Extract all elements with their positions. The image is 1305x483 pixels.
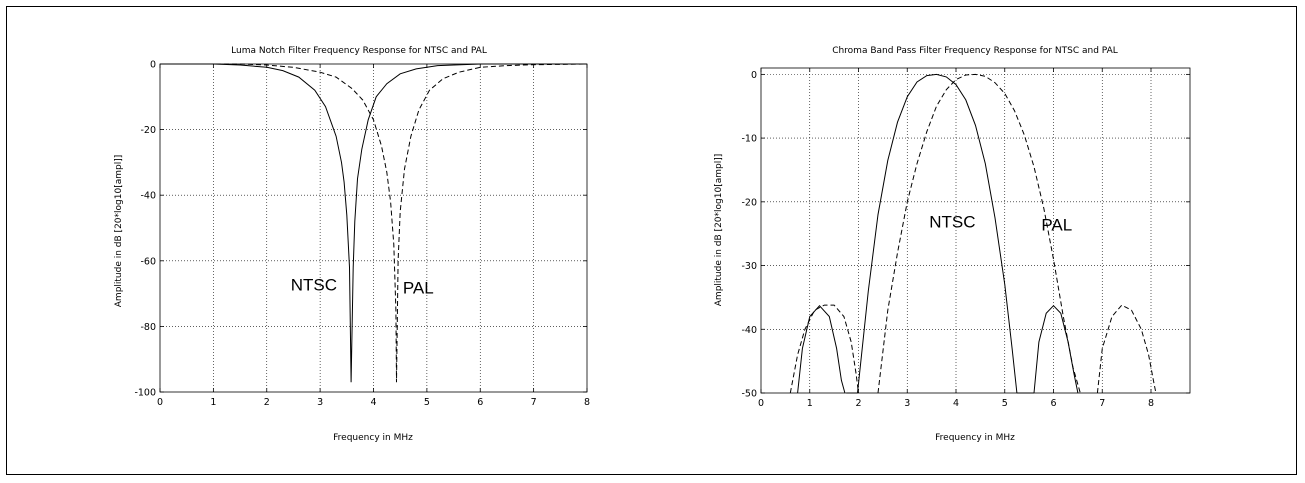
annotation-pal: PAL — [403, 279, 434, 298]
x-tick-label: 4 — [953, 398, 959, 409]
y-tick-label: -10 — [741, 134, 757, 145]
x-tick-label: 2 — [855, 398, 861, 409]
x-tick-label: 0 — [758, 398, 764, 409]
x-tick-label: 6 — [477, 397, 483, 408]
series-line-pal — [1096, 304, 1157, 394]
series-line-ntsc — [1033, 304, 1079, 394]
x-tick-label: 7 — [1099, 398, 1105, 409]
x-tick-label: 5 — [424, 397, 430, 408]
series-line-pal — [789, 304, 859, 394]
series-line-pal — [160, 63, 588, 383]
series-line-ntsc — [160, 63, 587, 383]
x-tick-label: 5 — [1002, 398, 1008, 409]
luma-notch-chart: Luma Notch Filter Frequency Response for… — [114, 46, 590, 443]
y-tick-label: -80 — [140, 322, 156, 333]
series-line-ntsc — [797, 304, 846, 394]
y-tick-label: -40 — [741, 325, 757, 336]
y-tick-label: 0 — [150, 60, 156, 71]
series-line-pal — [877, 73, 1081, 394]
y-tick-label: -20 — [741, 197, 757, 208]
y-tick-label: -50 — [741, 389, 757, 400]
annotation-pal: PAL — [1041, 216, 1072, 235]
chart-title: Luma Notch Filter Frequency Response for… — [231, 46, 487, 56]
y-axis-label: Amplitude in dB [20*log10[ampl]] — [114, 155, 124, 307]
x-tick-label: 3 — [317, 397, 323, 408]
annotation-ntsc: NTSC — [291, 275, 337, 294]
plot-area — [760, 67, 1191, 394]
x-tick-label: 4 — [370, 397, 376, 408]
x-tick-label: 8 — [584, 397, 590, 408]
x-tick-label: 2 — [264, 397, 270, 408]
x-tick-label: 1 — [807, 398, 813, 409]
y-tick-label: -20 — [140, 125, 156, 136]
y-tick-label: -30 — [741, 261, 757, 272]
x-tick-label: 6 — [1050, 398, 1056, 409]
annotation-ntsc: NTSC — [929, 212, 975, 231]
x-tick-label: 7 — [531, 397, 537, 408]
y-tick-label: -100 — [134, 388, 156, 399]
y-axis-label: Amplitude in dB [20*log10[ampl]] — [714, 154, 724, 306]
y-tick-label: -40 — [140, 191, 156, 202]
chroma-bandpass-chart: Chroma Band Pass Filter Frequency Respon… — [714, 46, 1191, 443]
figure-frame — [6, 6, 1297, 475]
x-tick-label: 3 — [904, 398, 910, 409]
x-tick-label: 0 — [157, 397, 163, 408]
x-axis-label: Frequency in MHz — [935, 433, 1015, 443]
chart-title: Chroma Band Pass Filter Frequency Respon… — [832, 46, 1118, 56]
x-tick-label: 8 — [1148, 398, 1154, 409]
plot-area — [159, 63, 588, 393]
x-axis-label: Frequency in MHz — [333, 433, 413, 443]
y-tick-label: -60 — [140, 256, 156, 267]
series-line-ntsc — [857, 73, 1018, 394]
x-tick-label: 1 — [210, 397, 216, 408]
y-tick-label: 0 — [751, 70, 757, 81]
